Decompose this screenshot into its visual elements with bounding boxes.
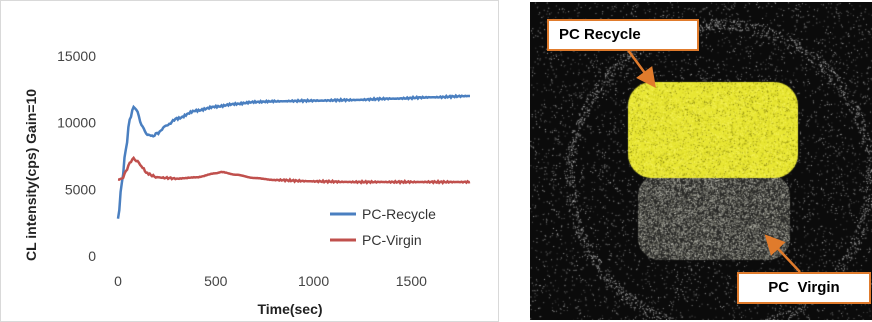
x-tick-label: 0 bbox=[114, 273, 122, 289]
y-axis-title: CL intensity(cps) Gain=10 bbox=[23, 89, 39, 261]
series-line-pc-recycle bbox=[116, 93, 470, 219]
line-chart-panel: 0 5000 10000 15000 0 500 1000 1500 Time(sec) C… bbox=[0, 0, 499, 322]
legend-label-pc-recycle: PC-Recycle bbox=[362, 206, 436, 222]
chart-border bbox=[0, 0, 499, 322]
legend-label-pc-virgin: PC-Virgin bbox=[362, 232, 422, 248]
luminescence-image: PC Recycle PC Virgin bbox=[530, 2, 872, 320]
callout-pc-recycle: PC Recycle bbox=[547, 19, 699, 51]
luminescence-photo bbox=[530, 2, 872, 320]
callout-pc-virgin: PC Virgin bbox=[737, 272, 871, 304]
x-tick-label: 500 bbox=[204, 273, 228, 289]
line-chart: 0 5000 10000 15000 0 500 1000 1500 Time(sec) C… bbox=[0, 0, 499, 322]
y-axis-ticks: 0 5000 10000 15000 bbox=[57, 48, 96, 264]
y-tick-label: 15000 bbox=[57, 48, 96, 64]
x-axis-ticks: 0 500 1000 1500 bbox=[114, 273, 427, 289]
legend: PC-Recycle PC-Virgin bbox=[330, 206, 436, 248]
series-line-pc-virgin bbox=[117, 155, 471, 185]
virgin-arrow bbox=[764, 234, 801, 273]
x-tick-label: 1500 bbox=[396, 273, 427, 289]
y-tick-label: 10000 bbox=[57, 115, 96, 131]
series-layer bbox=[116, 93, 471, 219]
y-tick-label: 5000 bbox=[65, 181, 96, 197]
x-axis-title: Time(sec) bbox=[257, 301, 322, 317]
callout-arrows bbox=[623, 45, 801, 273]
y-tick-label: 0 bbox=[88, 248, 96, 264]
recycle-arrow bbox=[623, 45, 656, 89]
x-tick-label: 1000 bbox=[298, 273, 329, 289]
